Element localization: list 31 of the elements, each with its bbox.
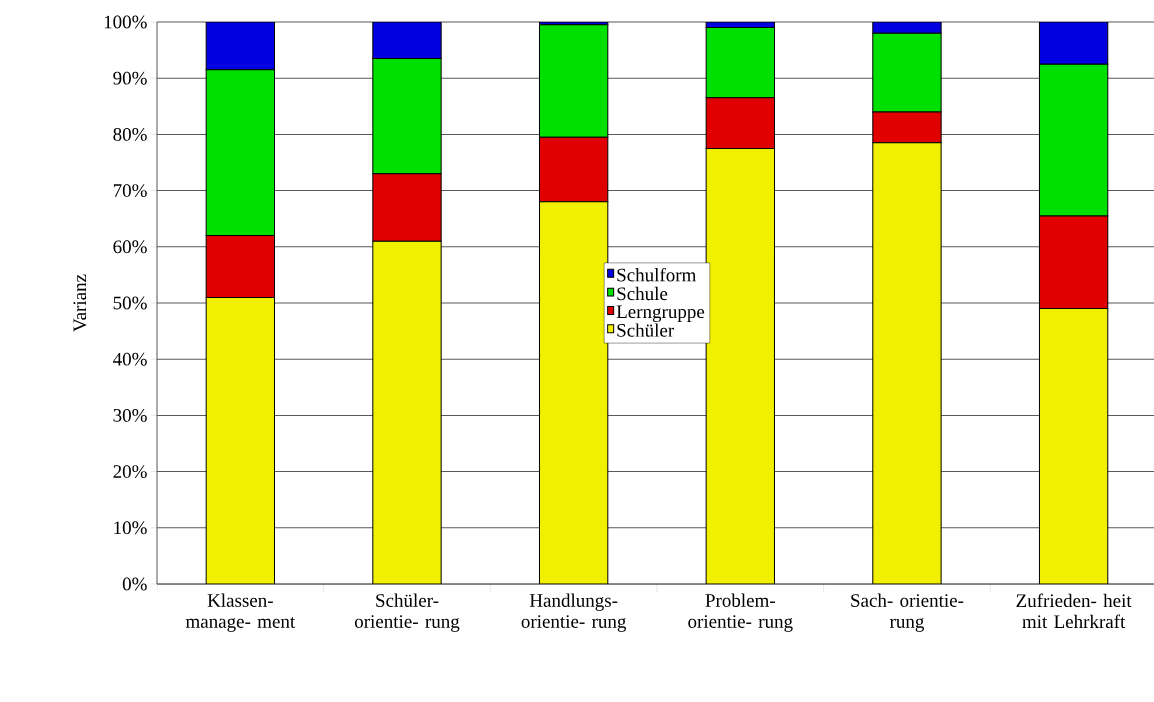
bar [538, 201, 609, 584]
x-tick-label: Problem- orientie- rung [688, 593, 793, 632]
bar [1038, 308, 1109, 584]
y-tick-label: 30% [113, 408, 147, 422]
x-tick-label: Handlungs- orientie- rung [521, 593, 627, 632]
y-tick-label: 10% [114, 521, 147, 535]
bar [1038, 22, 1109, 65]
bar [205, 22, 275, 71]
bar [372, 240, 442, 584]
bar [205, 296, 275, 584]
legend-label: Schüler [617, 323, 675, 337]
bar [705, 147, 775, 584]
y-tick-label: 20% [113, 465, 147, 479]
y-tick-label: 70% [113, 184, 147, 198]
y-tick-label: 50% [113, 296, 147, 310]
y-tick-label: 40% [113, 352, 147, 366]
x-tick-label: Zufrieden- heit mit Lehrkraft [1016, 593, 1132, 629]
x-tick-label: Schüler- orientie- rung [354, 593, 460, 632]
y-tick-label: 100% [104, 15, 147, 29]
bar [872, 142, 942, 584]
bar [372, 22, 442, 60]
y-tick-label: 60% [113, 240, 147, 254]
y-axis-title: Varianz [73, 274, 87, 332]
legend-label: Schulform [617, 267, 697, 282]
y-tick-label: 90% [113, 71, 147, 85]
legend-label: Lerngruppe [616, 305, 705, 322]
legend-label: Schule [617, 286, 668, 301]
y-tick-label: 80% [113, 127, 147, 141]
x-tick-label: Klassen- manage- ment [185, 593, 296, 632]
x-tick-label: Sach- orientie- rung [851, 593, 964, 632]
y-tick-label: 0% [122, 577, 147, 591]
